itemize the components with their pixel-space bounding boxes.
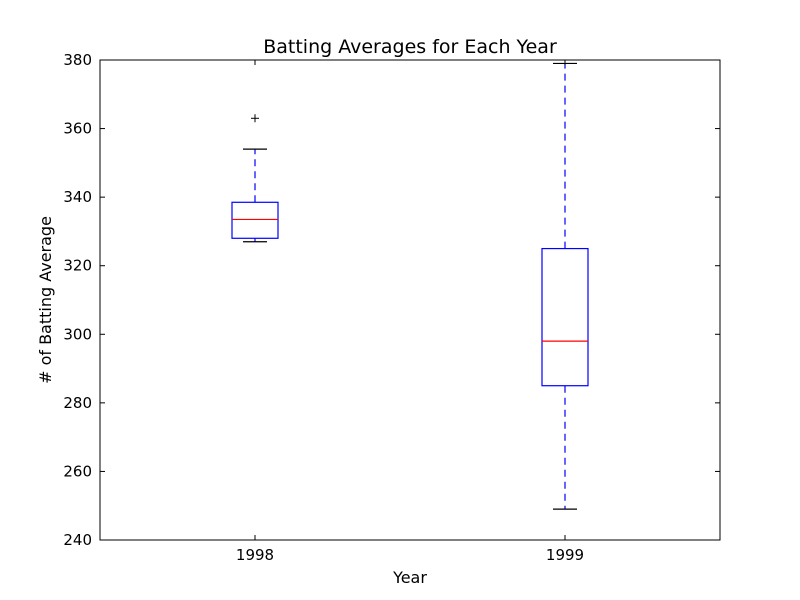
x-tick-label: 1999	[546, 546, 584, 564]
plot-area	[231, 62, 589, 510]
y-tick-label: 380	[63, 51, 92, 69]
box-1998	[231, 114, 279, 243]
outlier-point	[251, 114, 259, 123]
y-tick-label: 240	[63, 531, 92, 549]
y-tick-label: 320	[63, 257, 92, 275]
y-tick-label: 340	[63, 188, 92, 206]
chart-title: Batting Averages for Each Year	[263, 36, 557, 58]
y-axis: 240 260 280 300 320 340 360 380	[63, 51, 720, 549]
y-tick-label: 260	[63, 462, 92, 480]
y-tick-label: 280	[63, 394, 92, 412]
x-axis-label: Year	[392, 568, 427, 587]
plot-frame	[99, 59, 721, 541]
y-axis-label: # of Batting Average	[36, 216, 55, 384]
y-tick-label: 300	[63, 325, 92, 343]
x-tick-label: 1998	[236, 546, 274, 564]
y-tick-label: 360	[63, 120, 92, 138]
x-axis: 1998 1999	[236, 60, 584, 564]
box-iqr	[541, 247, 589, 387]
box-iqr	[231, 201, 279, 239]
box-1999	[541, 62, 589, 510]
